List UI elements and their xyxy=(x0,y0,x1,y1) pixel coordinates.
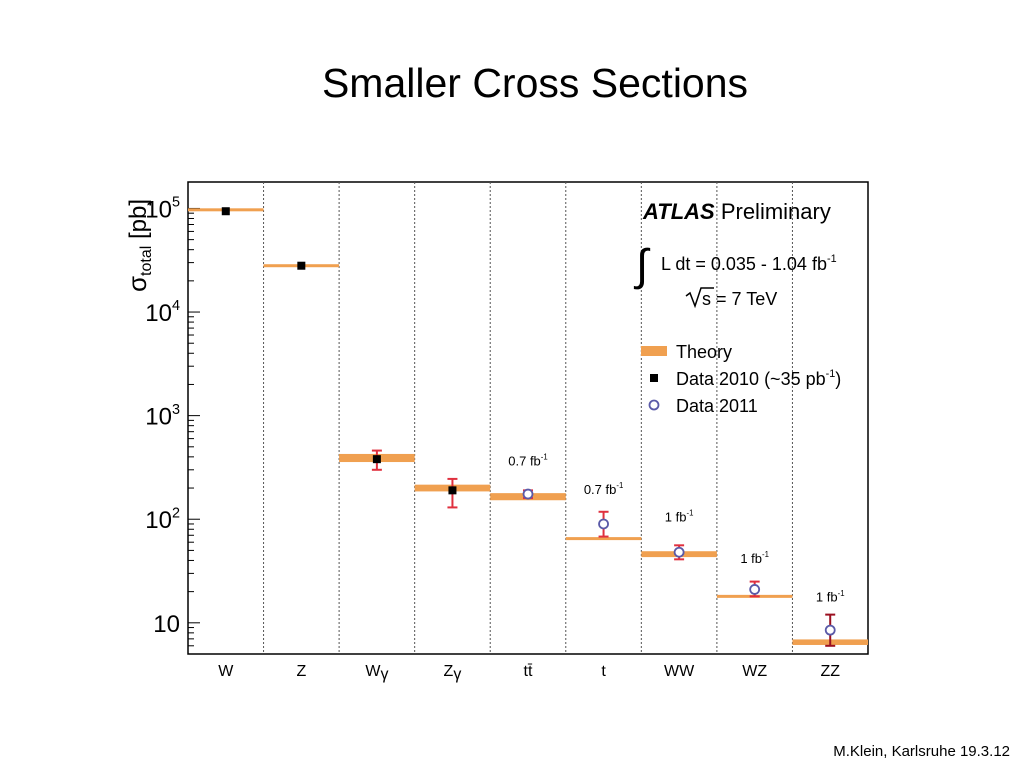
legend-data2010-swatch xyxy=(650,374,658,382)
data-2011-point xyxy=(749,584,761,595)
atlas-label: ATLAS Preliminary xyxy=(642,199,831,224)
y-tick-label: 104 xyxy=(145,298,180,327)
x-tick-label: t xyxy=(601,663,606,680)
data-2011-point xyxy=(824,624,836,636)
x-tick-label: tt̄ xyxy=(524,663,533,680)
x-tick-label: Zγ xyxy=(444,663,462,683)
y-axis-label-text: σtotal [pb] xyxy=(122,199,155,292)
data-2010-point xyxy=(297,261,306,270)
page-title: Smaller Cross Sections xyxy=(321,60,749,106)
x-tick-label: ZZ xyxy=(820,663,840,680)
legend-label: Data 2010 (~35 pb-1) xyxy=(676,368,841,389)
plot-frame xyxy=(187,181,869,655)
x-tick-label: Wγ xyxy=(365,663,388,683)
x-tick-label: W xyxy=(218,663,234,680)
data-2010-point xyxy=(372,455,381,464)
theory-band xyxy=(565,537,642,541)
data-2010-point xyxy=(221,207,230,216)
y-axis-label: σtotal [pb] xyxy=(122,199,155,292)
x-tick-label: WZ xyxy=(742,663,767,680)
data-2011-point xyxy=(522,488,534,500)
data-2010-point xyxy=(448,486,457,495)
x-tick-label: WW xyxy=(664,663,695,680)
y-tick-label: 105 xyxy=(145,195,180,224)
legend-theory-swatch xyxy=(641,346,667,356)
legend-data2011-swatch xyxy=(648,399,660,411)
data-2011-point xyxy=(673,546,685,558)
lumi-label: L dt = 0.035 - 1.04 fb-1 xyxy=(661,253,837,274)
lumi-annotation: 1 fb-1 xyxy=(816,589,845,605)
footer-credit: M.Klein, Karlsruhe 19.3.12 xyxy=(833,743,1010,760)
y-tick-label: 103 xyxy=(145,402,180,431)
legend-label: Data 2011 xyxy=(676,396,758,416)
energy-label: s = 7 TeV xyxy=(702,289,777,309)
integral-symbol: ∫ xyxy=(633,241,651,290)
y-tick-label: 102 xyxy=(145,505,180,534)
legend-label: Theory xyxy=(676,342,732,362)
sqrt-icon xyxy=(685,287,714,309)
lumi-annotation: 1 fb-1 xyxy=(740,550,769,566)
x-tick-label: Z xyxy=(296,663,306,680)
lumi-annotation: 0.7 fb-1 xyxy=(508,453,547,469)
data-2011-point xyxy=(598,518,609,530)
lumi-annotation: 0.7 fb-1 xyxy=(584,481,623,497)
y-tick-label: 10 xyxy=(153,611,180,638)
lumi-annotation: 1 fb-1 xyxy=(665,509,694,525)
